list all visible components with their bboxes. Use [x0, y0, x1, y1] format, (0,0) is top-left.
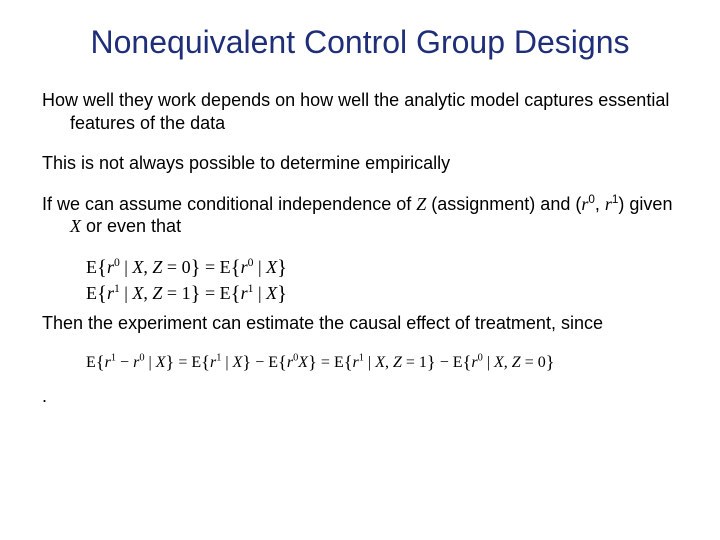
equation-1: E{r0 | X, Z = 0} = E{r0 | X}: [86, 256, 678, 280]
eq-rbrace: }: [191, 257, 201, 279]
eq-X: X: [266, 283, 277, 303]
equation-block-1: E{r0 | X, Z = 0} = E{r0 | X} E{r1 | X, Z…: [86, 256, 678, 306]
eq-val: = 1: [162, 283, 190, 303]
eq-bar: |: [483, 354, 494, 371]
eq-lbrace: {: [231, 257, 241, 279]
eq-rbrace: }: [277, 283, 287, 305]
eq-equals: =: [201, 257, 220, 277]
paragraph-2: This is not always possible to determine…: [42, 152, 678, 175]
eq-val: = 0: [521, 354, 546, 371]
eq-bar: |: [145, 354, 156, 371]
eq-bar: |: [253, 257, 266, 277]
eq-rbrace: }: [308, 352, 317, 372]
paragraph-4: Then the experiment can estimate the cau…: [42, 312, 678, 335]
eq-X: X: [494, 354, 504, 371]
eq-lbrace: {: [344, 352, 353, 372]
p3-text-b: (assignment) and (: [426, 194, 581, 214]
eq-E: E: [453, 354, 463, 371]
eq-lbrace: {: [201, 352, 210, 372]
eq-lbrace: {: [97, 283, 107, 305]
eq-E: E: [86, 354, 96, 371]
var-z: Z: [416, 194, 426, 214]
eq-E: E: [220, 257, 231, 277]
eq-X: X: [298, 354, 308, 371]
equation-2: E{r1 | X, Z = 1} = E{r1 | X}: [86, 282, 678, 306]
slide: Nonequivalent Control Group Designs How …: [0, 0, 720, 540]
p3-text-a: If we can assume conditional independenc…: [42, 194, 416, 214]
eq-X: X: [233, 354, 243, 371]
eq-X: X: [132, 283, 143, 303]
eq-bar: |: [253, 283, 266, 303]
eq-comma: ,: [504, 354, 512, 371]
eq-E: E: [220, 283, 231, 303]
paragraph-3: If we can assume conditional independenc…: [42, 193, 678, 238]
eq-r: r: [107, 257, 114, 277]
eq-X: X: [266, 257, 277, 277]
eq-Z: Z: [393, 354, 402, 371]
eq-lbrace: {: [278, 352, 287, 372]
eq-rbrace: }: [546, 352, 555, 372]
eq-Z: Z: [152, 283, 162, 303]
p3-text-d: ) given: [618, 194, 672, 214]
eq-E: E: [86, 283, 97, 303]
eq-Z: Z: [512, 354, 521, 371]
eq-equals: =: [317, 354, 334, 371]
var-x: X: [70, 216, 81, 236]
eq-E: E: [191, 354, 201, 371]
eq-rbrace: }: [166, 352, 175, 372]
eq-equals: =: [201, 283, 220, 303]
eq-X: X: [375, 354, 385, 371]
eq-minus: −: [251, 354, 268, 371]
eq-bar: |: [120, 283, 133, 303]
eq-X: X: [132, 257, 143, 277]
eq-r: r: [241, 257, 248, 277]
eq-val: = 1: [402, 354, 427, 371]
trailing-dot: .: [42, 385, 678, 408]
eq-bar: |: [120, 257, 133, 277]
eq-comma: ,: [385, 354, 393, 371]
eq-rbrace: }: [427, 352, 436, 372]
eq-r: r: [107, 283, 114, 303]
eq-minus: −: [436, 354, 453, 371]
eq-equals: =: [174, 354, 191, 371]
paragraph-1: How well they work depends on how well t…: [42, 89, 678, 134]
eq-rbrace: }: [191, 283, 201, 305]
eq-E: E: [86, 257, 97, 277]
eq-X: X: [156, 354, 166, 371]
eq-minus: −: [116, 354, 133, 371]
eq-val: = 0: [162, 257, 190, 277]
p3-text-e: or even that: [81, 216, 181, 236]
eq-E: E: [334, 354, 344, 371]
equation-block-2: E{r1 − r0 | X} = E{r1 | X} − E{r0X} = E{…: [86, 352, 678, 373]
eq-bar: |: [221, 354, 232, 371]
eq-Z: Z: [152, 257, 162, 277]
eq-lbrace: {: [231, 283, 241, 305]
eq-lbrace: {: [96, 352, 105, 372]
eq-bar: |: [364, 354, 375, 371]
p3-text-c: ,: [595, 194, 605, 214]
eq-rbrace: }: [277, 257, 287, 279]
eq-rbrace: }: [242, 352, 251, 372]
eq-lbrace: {: [97, 257, 107, 279]
eq-E: E: [268, 354, 278, 371]
eq-r: r: [241, 283, 248, 303]
slide-title: Nonequivalent Control Group Designs: [42, 24, 678, 61]
var-r1: r: [605, 194, 612, 214]
equation-3: E{r1 − r0 | X} = E{r1 | X} − E{r0X} = E{…: [86, 352, 678, 373]
